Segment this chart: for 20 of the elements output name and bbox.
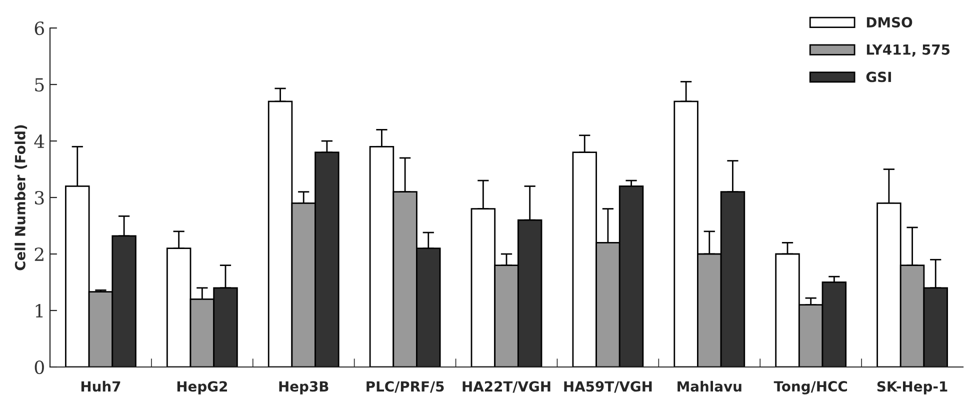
legend-label: LY411, 575 xyxy=(866,44,950,57)
y-tick-label: 4 xyxy=(34,134,44,148)
y-tick-label: 5 xyxy=(35,78,44,92)
x-tick-label: PLC/PRF/5 xyxy=(366,381,444,393)
y-tick-label: 3 xyxy=(35,190,44,205)
y-tick-label: 6 xyxy=(34,21,44,36)
x-tick-label: Hep3B xyxy=(279,381,328,394)
x-tick-label: Tong/HCC xyxy=(774,381,847,394)
y-axis-title: Cell Number (Fold) xyxy=(14,125,28,270)
legend-label: DMSO xyxy=(866,17,912,28)
y-tick-label: 0 xyxy=(34,360,44,374)
legend-label: GSI xyxy=(866,72,891,82)
x-tick-label: HA22T/VGH xyxy=(462,381,550,393)
x-tick-label: HepG2 xyxy=(177,381,227,394)
x-tick-label: HA59T/VGH xyxy=(564,381,652,393)
x-tick-label: Mahlavu xyxy=(678,380,742,392)
x-tick-label: SK-Hep-1 xyxy=(877,381,948,394)
y-tick-label: 2 xyxy=(34,247,44,261)
x-tick-label: Huh7 xyxy=(81,380,120,392)
y-tick-label: 1 xyxy=(36,304,43,318)
